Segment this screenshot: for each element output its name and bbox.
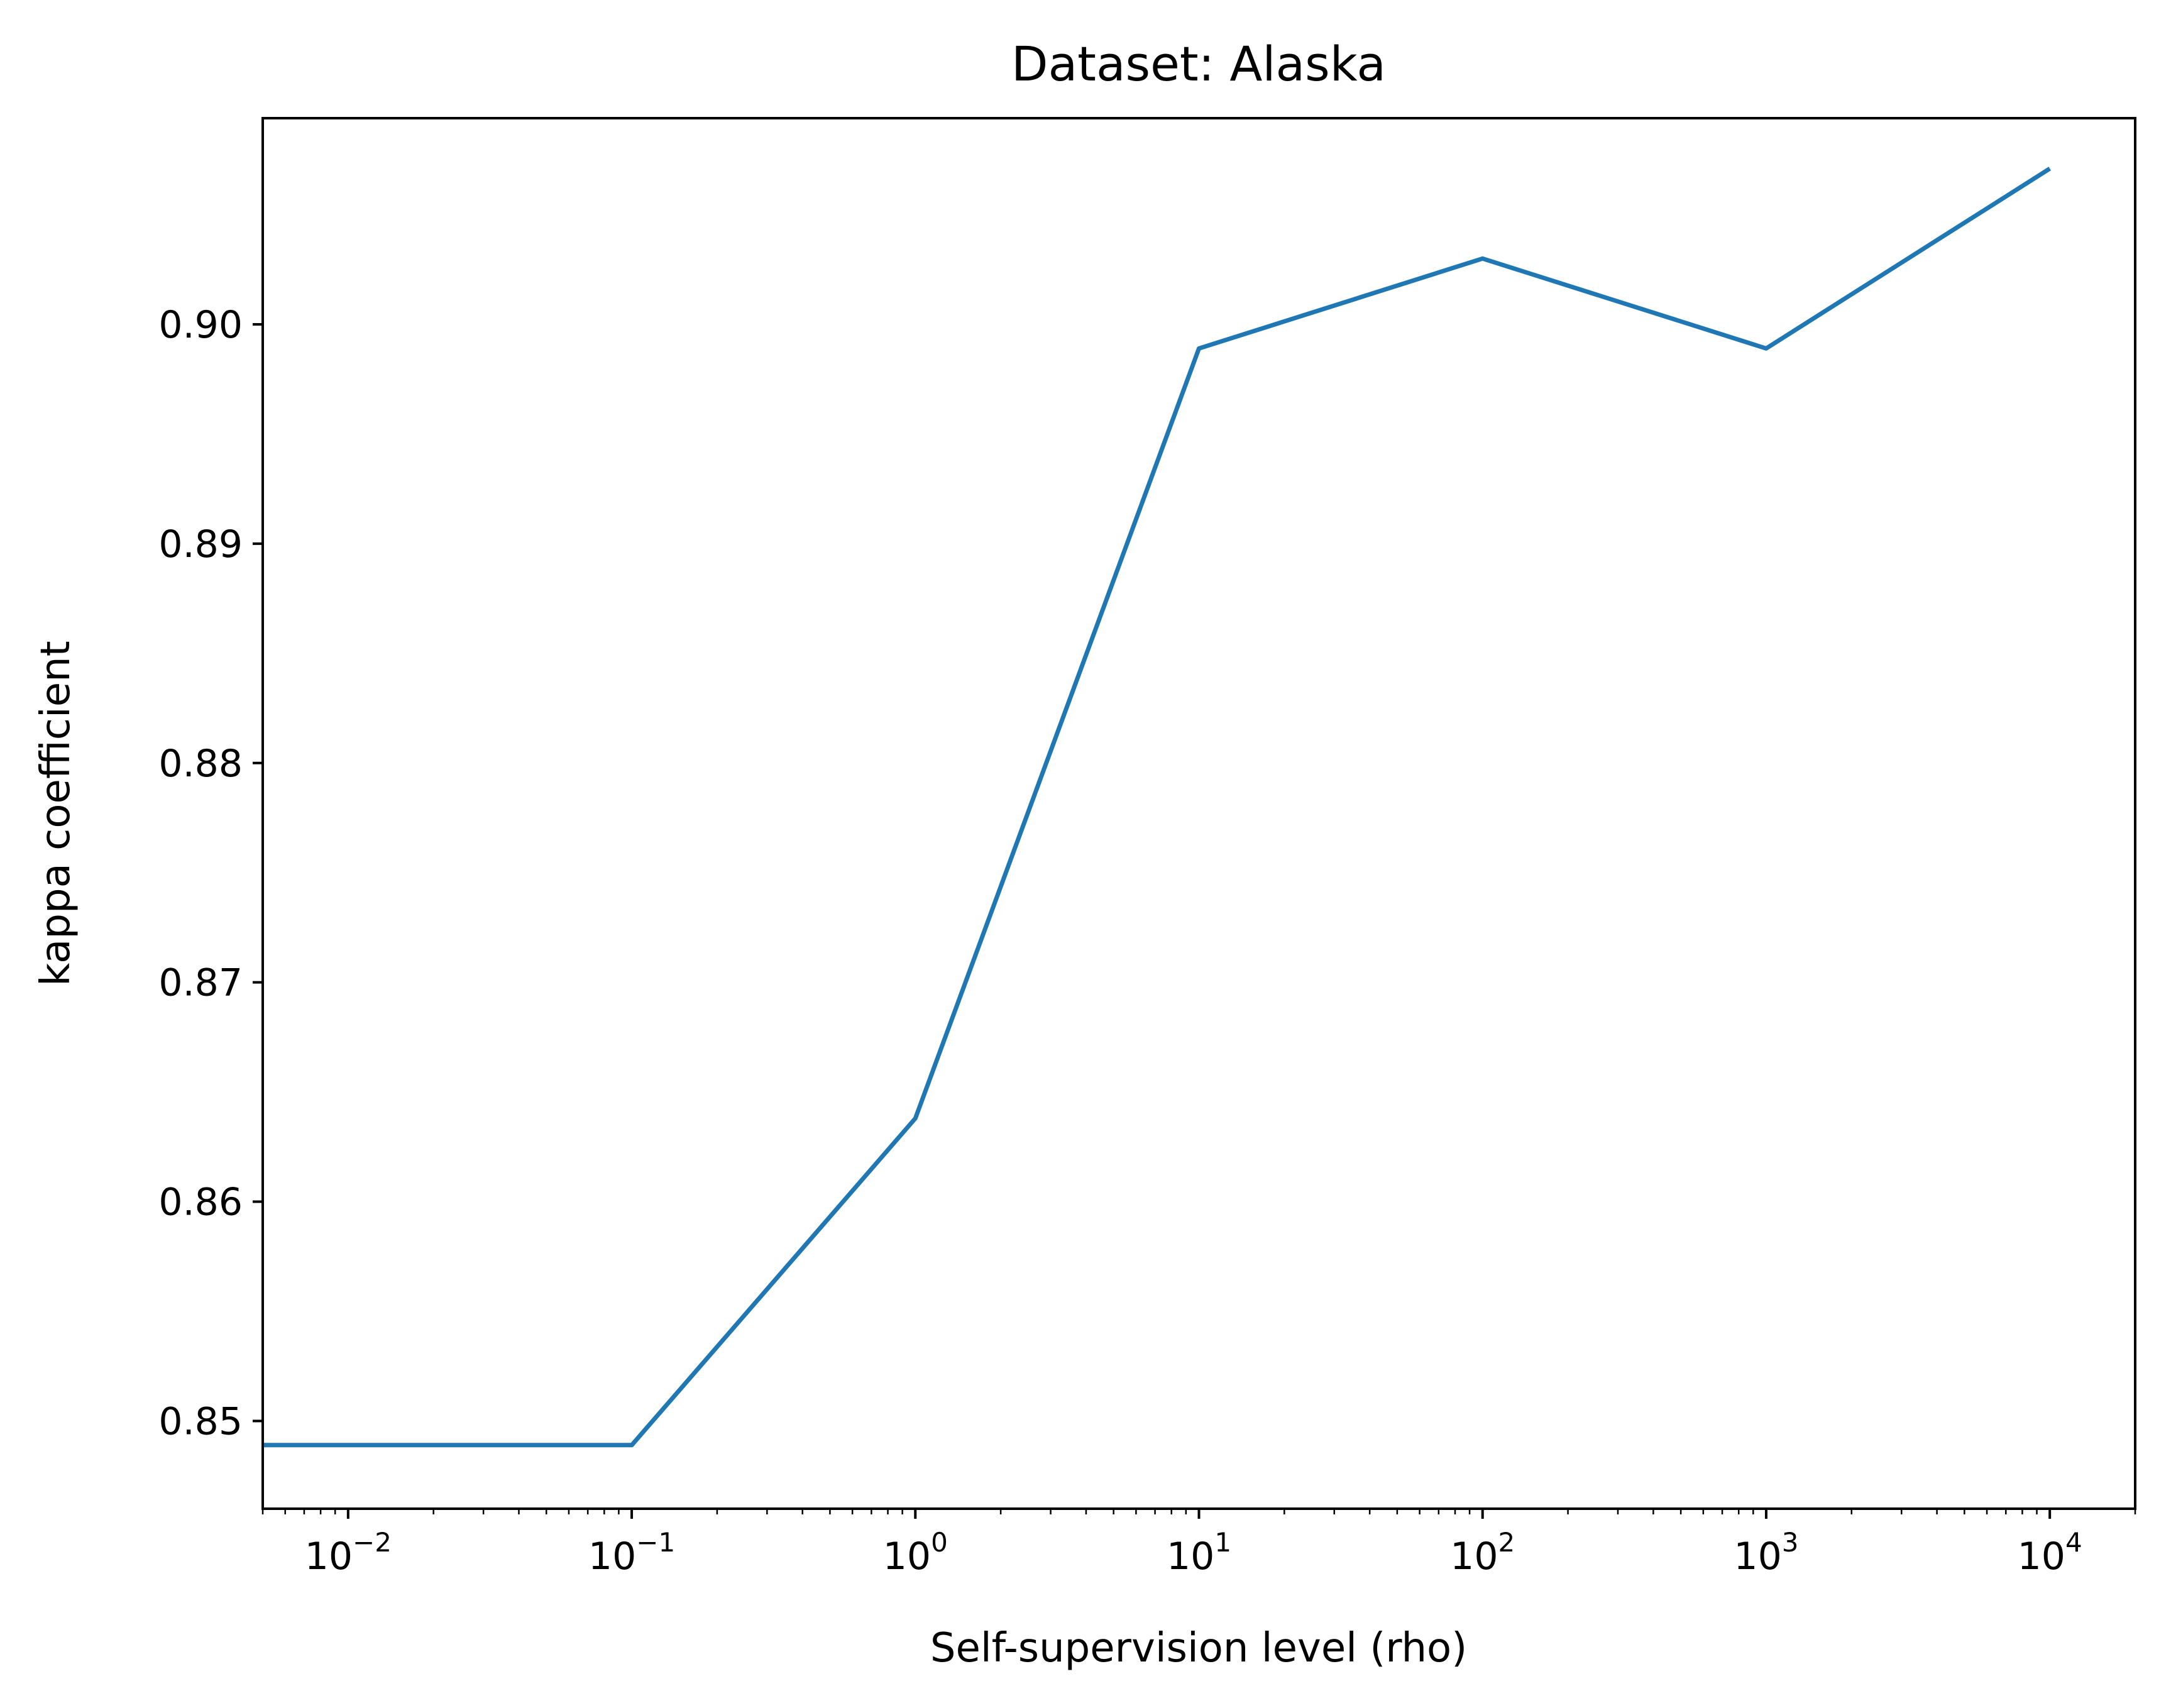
- series-line-0: [263, 167, 2052, 1448]
- x-tick-label-1: 10−1: [588, 1527, 675, 1579]
- y-tick-label-1: 0.86: [158, 1181, 243, 1225]
- y-tick-label-2: 0.87: [158, 961, 243, 1005]
- x-tick-label-0: 10−2: [305, 1527, 392, 1579]
- y-tick-label-3: 0.88: [158, 742, 243, 786]
- y-tick-label-5: 0.90: [158, 303, 243, 347]
- plot-area: [263, 167, 2052, 1448]
- x-tick-label-3: 101: [1167, 1527, 1231, 1579]
- y-tick-label-0: 0.85: [158, 1399, 243, 1443]
- x-tick-label-4: 102: [1450, 1527, 1515, 1579]
- y-axis-label: kappa coefficient: [33, 641, 79, 986]
- plot-frame: [261, 117, 2136, 1510]
- chart-title: Dataset: Alaska: [1011, 36, 1386, 92]
- y-tick-label-4: 0.89: [158, 522, 243, 566]
- x-tick-label-2: 100: [883, 1527, 948, 1579]
- x-tick-label-5: 103: [1734, 1527, 1798, 1579]
- x-tick-label-6: 104: [2018, 1527, 2082, 1579]
- y-axis: 0.85 0.86 0.87 0.88 0.89 0.90: [158, 303, 263, 1443]
- x-axis-label: Self-supervision level (rho): [930, 1625, 1467, 1672]
- x-axis: 10−2 10−1 100 101 102 103 104: [261, 1509, 2136, 1579]
